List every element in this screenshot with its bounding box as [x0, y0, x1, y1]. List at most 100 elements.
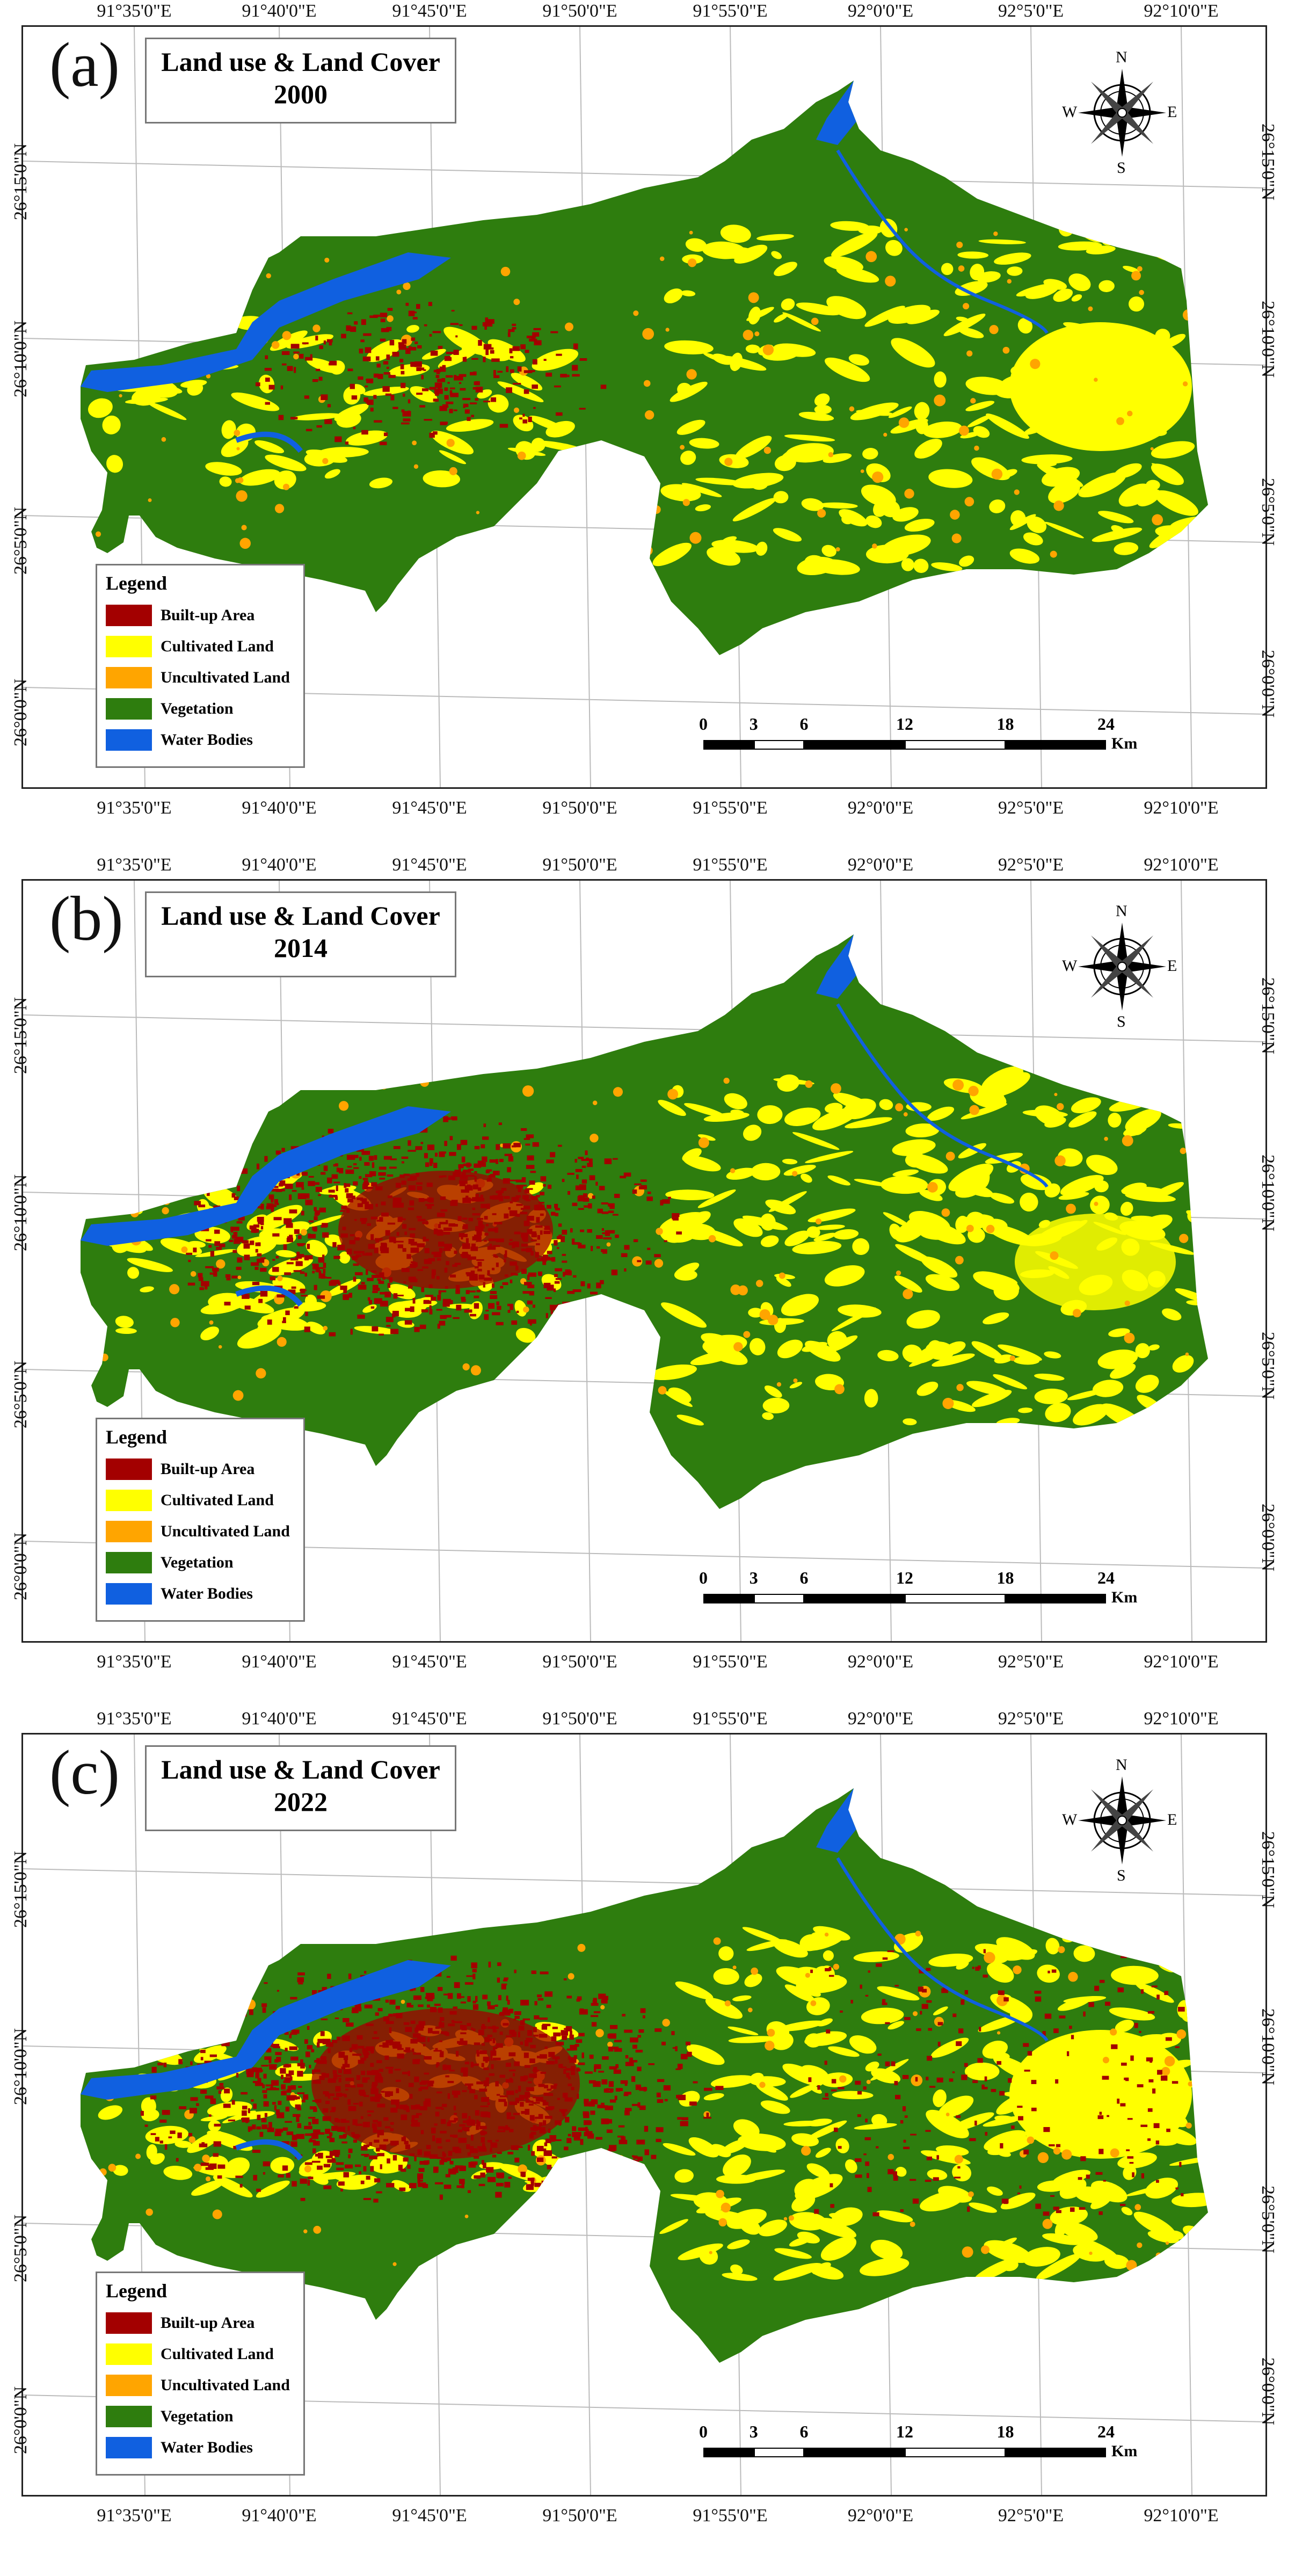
left-latitude-label: 26°10'0"N [11, 1174, 31, 1251]
right-latitude-label: 26°0'0"N [1258, 2357, 1278, 2426]
legend-swatch [106, 2406, 152, 2427]
legend-item: Vegetation [106, 693, 295, 724]
top-longitude-label: 91°55'0"E [693, 855, 768, 875]
right-latitude-label: 26°5'0"N [1258, 2186, 1278, 2254]
bottom-longitude-label: 91°55'0"E [693, 2506, 768, 2526]
legend-item: Cultivated Land [106, 2339, 295, 2370]
right-latitude-label: 26°10'0"N [1258, 1155, 1278, 1232]
scale-bar-tick-label: 18 [996, 714, 1014, 734]
scale-bar-segment [703, 2448, 754, 2457]
compass-rose-icon: N S E W [1052, 902, 1192, 1031]
water-bodies-area [81, 1106, 451, 1246]
map-canvas [23, 1734, 1266, 2495]
map-panel-3: (c) Land use & Land Cover 2022 N S E W Lege… [0, 1708, 1295, 2535]
legend-label: Vegetation [161, 1554, 234, 1571]
left-latitude-label: 26°15'0"N [11, 1851, 31, 1928]
bottom-longitude-label: 92°0'0"E [847, 2506, 914, 2526]
compass-s-label: S [1117, 159, 1126, 177]
left-latitude-label: 26°10'0"N [11, 2028, 31, 2105]
compass-s-label: S [1117, 1867, 1126, 1884]
map-title-line1: Land use & Land Cover [161, 1754, 440, 1784]
top-longitude-label: 92°0'0"E [847, 855, 914, 875]
bottom-longitude-label: 91°40'0"E [242, 798, 317, 818]
map-title-year: 2022 [274, 1787, 328, 1817]
scale-bar-tick-label: 6 [799, 1568, 809, 1587]
legend-item: Built-up Area [106, 1454, 295, 1485]
legend-label: Cultivated Land [161, 637, 274, 655]
legend-label: Cultivated Land [161, 1491, 274, 1509]
water-bodies-area [81, 1960, 451, 2100]
bottom-longitude-label: 91°35'0"E [97, 1652, 172, 1672]
scale-bar: 0 3 6 12 18 24 Km [698, 2422, 1160, 2486]
scale-bar: 0 3 6 12 18 24 Km [698, 1568, 1160, 1632]
legend-label: Vegetation [161, 2407, 234, 2425]
top-longitude-label: 92°5'0"E [998, 1709, 1064, 1729]
legend-title: Legend [106, 572, 168, 594]
legend-item: Cultivated Land [106, 1485, 295, 1516]
top-longitude-label: 91°50'0"E [542, 855, 617, 875]
compass-w-label: W [1062, 957, 1078, 975]
panel-letter: (b) [49, 883, 123, 954]
legend-label: Vegetation [161, 700, 234, 717]
legend-label: Water Bodies [161, 2439, 253, 2456]
map-canvas [23, 880, 1266, 1642]
vegetation-area [81, 81, 1208, 655]
scale-bar-segment [905, 740, 1006, 750]
legend-title: Legend [106, 1426, 168, 1448]
legend-label: Built-up Area [161, 2314, 255, 2332]
right-latitude-label: 26°10'0"N [1258, 301, 1278, 378]
legend: Legend Built-up Area Cultivated Land Uncul… [96, 564, 305, 768]
bottom-longitude-label: 91°50'0"E [542, 1652, 617, 1672]
scale-bar-tick-label: 24 [1097, 1568, 1115, 1587]
bottom-longitude-label: 91°35'0"E [97, 798, 172, 818]
left-latitude-label: 26°5'0"N [11, 2214, 31, 2282]
left-latitude-label: 26°10'0"N [11, 320, 31, 397]
legend-item: Built-up Area [106, 600, 295, 631]
scale-bar-tick-label: 0 [699, 2422, 708, 2441]
scale-bar-segment [1005, 2448, 1106, 2457]
bottom-longitude-label: 91°40'0"E [242, 1652, 317, 1672]
bottom-longitude-label: 91°45'0"E [392, 798, 467, 818]
top-longitude-label: 91°50'0"E [542, 1, 617, 21]
left-latitude-label: 26°0'0"N [11, 2386, 31, 2454]
legend-label: Uncultivated Land [161, 2376, 290, 2394]
bottom-longitude-label: 92°5'0"E [998, 2506, 1064, 2526]
compass-n-label: N [1116, 902, 1127, 920]
top-longitude-label: 91°45'0"E [392, 1709, 467, 1729]
bottom-longitude-label: 91°35'0"E [97, 2506, 172, 2526]
water-bodies-area [81, 252, 451, 392]
top-longitude-label: 92°10'0"E [1144, 855, 1219, 875]
left-latitude-label: 26°0'0"N [11, 1532, 31, 1600]
compass-n-label: N [1116, 1756, 1127, 1774]
legend-swatch [106, 667, 152, 688]
panel-letter: (a) [49, 30, 120, 100]
right-latitude-label: 26°10'0"N [1258, 2008, 1278, 2086]
legend-label: Built-up Area [161, 1460, 255, 1478]
right-latitude-label: 26°0'0"N [1258, 650, 1278, 718]
top-longitude-label: 91°35'0"E [97, 1, 172, 21]
top-longitude-label: 92°5'0"E [998, 1, 1064, 21]
scale-bar-tick-label: 3 [749, 714, 758, 734]
top-longitude-label: 91°45'0"E [392, 1, 467, 21]
map-canvas [23, 26, 1266, 788]
scale-bar-tick-label: 12 [896, 2422, 913, 2441]
top-longitude-label: 91°40'0"E [242, 1709, 317, 1729]
legend-item: Uncultivated Land [106, 1516, 295, 1547]
scale-bar: 0 3 6 12 18 24 Km [698, 714, 1160, 779]
bottom-longitude-label: 92°0'0"E [847, 798, 914, 818]
legend-swatch [106, 729, 152, 751]
scale-bar-unit: Km [1111, 1588, 1138, 1606]
scale-bar-segment [753, 2448, 804, 2457]
scale-bar-tick-label: 12 [896, 714, 913, 734]
scale-bar-unit: Km [1111, 2442, 1138, 2460]
right-latitude-label: 26°15'0"N [1258, 124, 1278, 201]
map-panel-1: (a) Land use & Land Cover 2000 N S E W Lege… [0, 0, 1295, 827]
compass-w-label: W [1062, 103, 1078, 121]
bottom-longitude-label: 92°5'0"E [998, 1652, 1064, 1672]
scale-bar-tick-label: 24 [1097, 2422, 1115, 2441]
bottom-longitude-label: 92°10'0"E [1144, 2506, 1219, 2526]
legend-item: Uncultivated Land [106, 2370, 295, 2401]
bottom-longitude-label: 91°55'0"E [693, 1652, 768, 1672]
scale-bar-segment [905, 1594, 1006, 1603]
top-longitude-label: 91°40'0"E [242, 855, 317, 875]
